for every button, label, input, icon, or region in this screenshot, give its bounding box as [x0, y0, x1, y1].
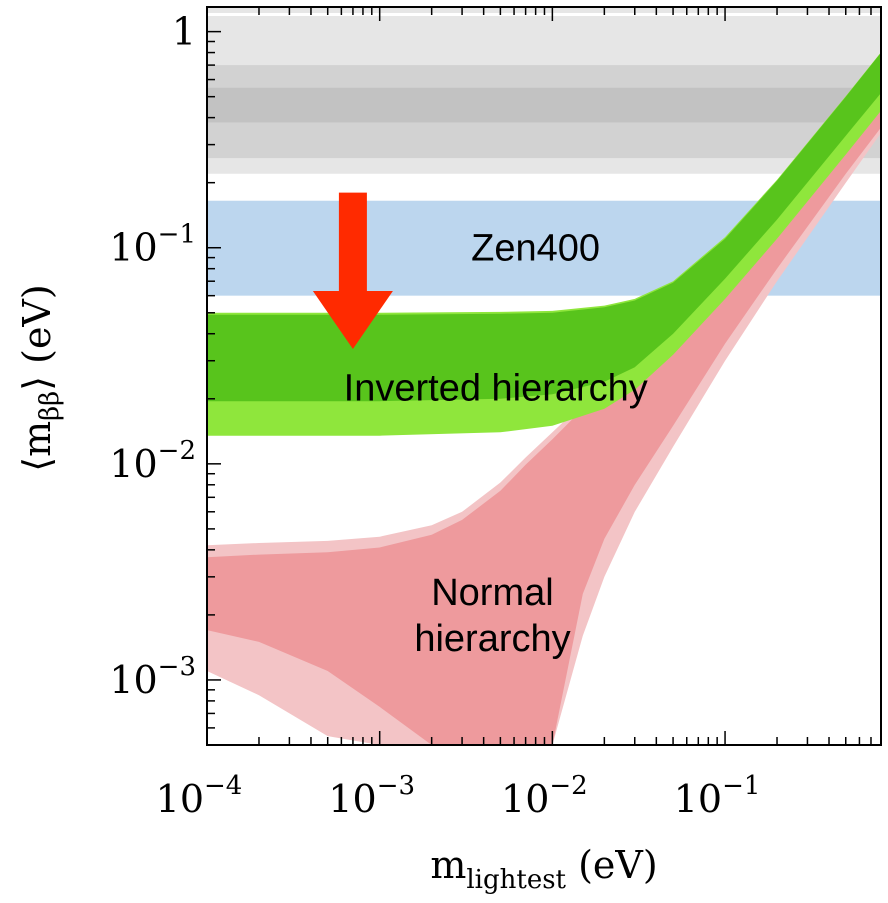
y-tick-label: 10−1	[109, 220, 196, 270]
tick-labels: 10−4 10−3 10−2 10−1 1 10−1 10−2 10−3	[109, 10, 760, 821]
y-tick-label: 10−2	[109, 436, 196, 486]
inverted-hierarchy-inner-band	[207, 52, 881, 402]
x-tick-label: 10−1	[674, 771, 761, 821]
y-tick-label: 10−3	[109, 652, 196, 702]
y-axis-label: ⟨mββ⟩ (eV)	[15, 284, 65, 471]
down-arrow	[312, 192, 393, 349]
y-tick-label: 1	[172, 10, 196, 54]
annotation-zen400: Zen400	[471, 228, 600, 270]
x-tick-label: 10−4	[156, 771, 243, 821]
annotation-inverted-hierarchy: Inverted hierarchy	[344, 368, 648, 410]
arrow-layer	[312, 192, 393, 349]
hierarchy-bands	[207, 52, 881, 745]
x-axis-label: mlightest (eV)	[430, 843, 657, 895]
x-tick-label: 10−2	[501, 771, 588, 821]
axis-ticks	[206, 7, 882, 746]
x-tick-label: 10−3	[328, 771, 415, 821]
normal-hierarchy-inner-band	[207, 54, 881, 745]
annotation-normal-hierarchy: Normal hierarchy	[414, 572, 570, 660]
horizontal-band-2	[207, 87, 881, 123]
annotation-layer: Zen400 Inverted hierarchy Normal hierarchy	[344, 228, 648, 660]
